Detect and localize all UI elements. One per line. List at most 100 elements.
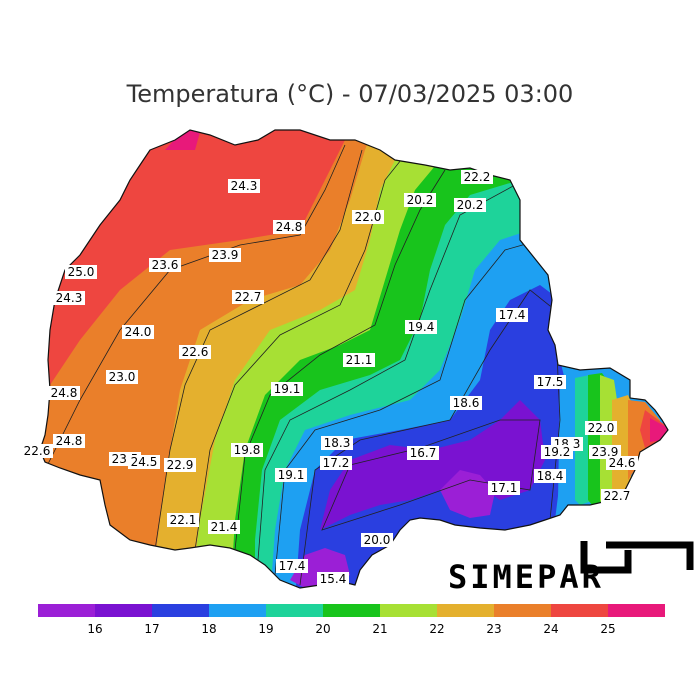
map-title: Temperatura (°C) - 07/03/2025 03:00 bbox=[126, 80, 574, 108]
station-value: 20.2 bbox=[404, 193, 436, 207]
scale-band bbox=[608, 604, 665, 617]
station-value: 18.4 bbox=[534, 469, 566, 483]
station-value-text: 17.2 bbox=[323, 456, 350, 470]
station-value-bg bbox=[167, 513, 199, 527]
station-value-text: 24.6 bbox=[609, 456, 636, 470]
scale-tick-label: 16 bbox=[87, 622, 102, 636]
isoline-17 bbox=[321, 419, 541, 531]
color-scale: 16 17 18 19 20 21 22 23 24 25 bbox=[38, 604, 665, 636]
station-value-bg bbox=[228, 179, 260, 193]
scale-tick-label: 25 bbox=[600, 622, 615, 636]
station-value-bg bbox=[122, 325, 154, 339]
station-value-text: 25.0 bbox=[68, 265, 95, 279]
station-value-text: 17.5 bbox=[537, 375, 564, 389]
station-value-text: 23.6 bbox=[152, 258, 179, 272]
station-value-text: 17.1 bbox=[491, 481, 518, 495]
station-value: 23.0 bbox=[106, 370, 138, 384]
station-value-text: 24.0 bbox=[125, 325, 152, 339]
station-value: 17.5 bbox=[534, 375, 566, 389]
station-value: 22.0 bbox=[585, 421, 617, 435]
isoline-20 bbox=[257, 184, 516, 561]
station-value: 24.6 bbox=[606, 456, 638, 470]
isoline-24 bbox=[40, 144, 346, 481]
station-value-bg bbox=[273, 220, 305, 234]
scale-band bbox=[266, 604, 323, 617]
station-value-bg bbox=[606, 456, 638, 470]
scale-tick-label: 18 bbox=[201, 622, 216, 636]
station-value: 20.2 bbox=[454, 198, 486, 212]
station-value-text: 19.8 bbox=[234, 443, 261, 457]
station-value-bg bbox=[352, 210, 384, 224]
scale-band bbox=[494, 604, 551, 617]
station-value-bg bbox=[321, 436, 353, 450]
station-value: 22.9 bbox=[164, 458, 196, 472]
station-value-text: 24.3 bbox=[56, 291, 83, 305]
scale-tick-label: 24 bbox=[543, 622, 558, 636]
scale-tick-label: 22 bbox=[429, 622, 444, 636]
station-value-bg bbox=[208, 520, 240, 534]
station-value: 24.8 bbox=[273, 220, 305, 234]
station-value-text: 18.4 bbox=[537, 469, 564, 483]
band-18 bbox=[295, 285, 570, 588]
scale-tick-label: 17 bbox=[144, 622, 159, 636]
station-value-text: 19.1 bbox=[274, 382, 301, 396]
station-value: 21.1 bbox=[343, 353, 375, 367]
station-value: 17.4 bbox=[276, 559, 308, 573]
station-value: 24.8 bbox=[48, 386, 80, 400]
station-value-bg bbox=[343, 353, 375, 367]
station-value-text: 24.3 bbox=[231, 179, 258, 193]
station-value-text: 24.8 bbox=[51, 386, 78, 400]
scale-band bbox=[380, 604, 437, 617]
station-value-bg bbox=[454, 198, 486, 212]
station-value: 24.8 bbox=[53, 434, 85, 448]
station-value-text: 24.8 bbox=[56, 434, 83, 448]
scale-band bbox=[551, 604, 608, 617]
station-value-bg bbox=[271, 382, 303, 396]
station-value: 23.9 bbox=[209, 248, 241, 262]
station-value-text: 22.6 bbox=[24, 444, 51, 458]
station-value: 25.0 bbox=[65, 265, 97, 279]
band-north-tip bbox=[165, 130, 200, 150]
station-value-text: 21.1 bbox=[346, 353, 373, 367]
station-value: 24.0 bbox=[122, 325, 154, 339]
station-value: 17.4 bbox=[496, 308, 528, 322]
station-value: 22.1 bbox=[167, 513, 199, 527]
station-value-bg bbox=[320, 456, 352, 470]
scale-tick-label: 19 bbox=[258, 622, 273, 636]
station-value-text: 20.2 bbox=[407, 193, 434, 207]
station-value: 23.6 bbox=[149, 258, 181, 272]
station-value-text: 22.0 bbox=[588, 421, 615, 435]
station-value: 22.0 bbox=[352, 210, 384, 224]
scale-tick-label: 20 bbox=[315, 622, 330, 636]
station-value-text: 19.1 bbox=[278, 468, 305, 482]
station-value: 24.3 bbox=[228, 179, 260, 193]
station-value-bg bbox=[405, 320, 437, 334]
station-value-text: 19.2 bbox=[544, 445, 571, 459]
station-value-bg bbox=[585, 421, 617, 435]
station-value-text: 23.9 bbox=[212, 248, 239, 262]
station-value-text: 17.4 bbox=[499, 308, 526, 322]
station-value-bg bbox=[106, 370, 138, 384]
station-value-bg bbox=[128, 455, 160, 469]
station-value-text: 23.9 bbox=[592, 445, 619, 459]
station-value-bg bbox=[404, 193, 436, 207]
station-value: 22.7 bbox=[601, 489, 633, 503]
simepar-logo bbox=[580, 541, 694, 574]
isoline-22 bbox=[194, 154, 406, 551]
station-value-bg bbox=[317, 572, 349, 586]
station-value-bg bbox=[48, 386, 80, 400]
isoline-19 bbox=[274, 239, 541, 576]
station-value-bg bbox=[179, 345, 211, 359]
station-value-text: 18.3 bbox=[324, 436, 351, 450]
station-value-bg bbox=[53, 291, 85, 305]
scale-band bbox=[437, 604, 494, 617]
station-value-text: 17.4 bbox=[279, 559, 306, 573]
station-value-bg bbox=[589, 445, 621, 459]
station-value-text: 24.8 bbox=[276, 220, 303, 234]
station-value: 17.1 bbox=[488, 481, 520, 495]
logo-mark bbox=[580, 541, 694, 574]
station-value: 22.6 bbox=[179, 345, 211, 359]
scale-tick-label: 21 bbox=[372, 622, 387, 636]
station-value: 19.2 bbox=[541, 445, 573, 459]
station-value: 15.4 bbox=[317, 572, 349, 586]
